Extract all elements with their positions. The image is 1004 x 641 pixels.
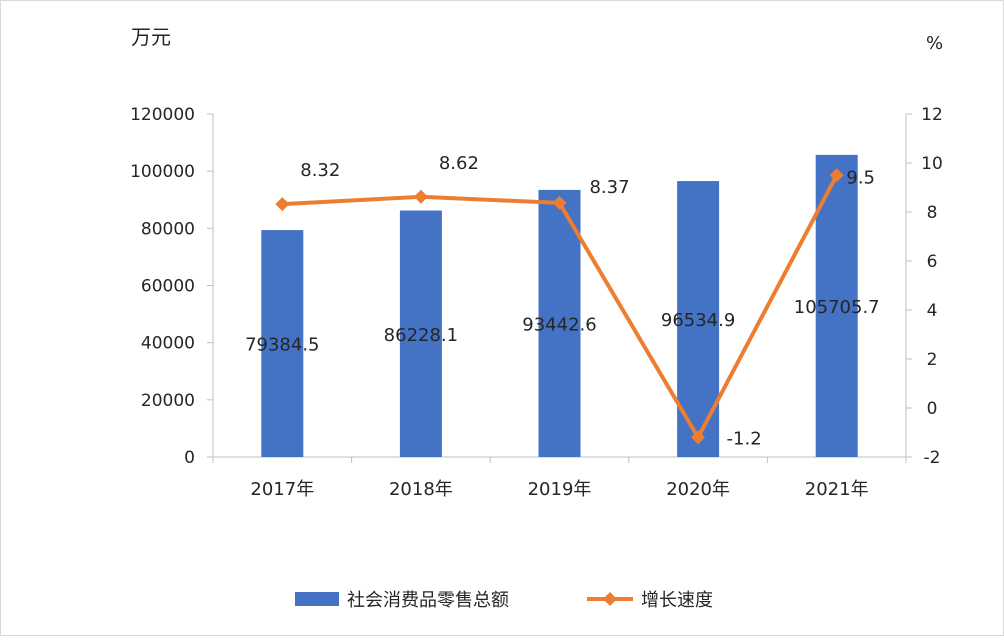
x-axis-category-label: 2017年 <box>250 479 314 500</box>
x-axis-category-label: 2018年 <box>389 479 453 500</box>
left-axis-tick-label: 40000 <box>141 334 195 354</box>
line-point <box>275 197 290 212</box>
left-axis-unit: 万元 <box>131 25 171 49</box>
legend-swatch-bar <box>295 592 339 606</box>
line-data-label: 8.32 <box>300 160 340 181</box>
line-point <box>552 195 567 210</box>
left-axis-tick-label: 100000 <box>130 162 195 182</box>
left-axis-tick-label: 20000 <box>141 391 195 411</box>
right-axis-tick-label: 4 <box>927 301 938 321</box>
bar-data-label: 79384.5 <box>245 335 319 356</box>
line-data-label: -1.2 <box>727 428 762 449</box>
right-axis-unit: % <box>926 33 943 54</box>
legend-label: 社会消费品零售总额 <box>347 590 509 611</box>
left-axis-tick-label: 120000 <box>130 105 195 125</box>
left-axis-tick-label: 60000 <box>141 277 195 297</box>
x-axis-category-label: 2021年 <box>805 479 869 500</box>
right-axis-tick-label: 10 <box>921 154 943 174</box>
line-data-label: 8.37 <box>589 177 629 198</box>
x-axis-category-label: 2020年 <box>666 479 730 500</box>
bar <box>538 189 581 457</box>
left-axis-tick-label: 80000 <box>141 219 195 239</box>
bar-data-label: 96534.9 <box>661 310 735 331</box>
x-axis-category-label: 2019年 <box>528 479 592 500</box>
line-point <box>829 168 844 183</box>
legend-swatch-marker <box>603 592 617 606</box>
bar-data-label: 86228.1 <box>384 325 458 346</box>
line-point <box>413 189 428 204</box>
right-axis-tick-label: -2 <box>924 448 941 468</box>
right-axis-tick-label: 0 <box>927 399 938 419</box>
right-axis-tick-label: 6 <box>927 252 938 272</box>
line-data-label: 9.5 <box>846 167 875 188</box>
legend-label: 增长速度 <box>641 590 713 611</box>
right-axis-tick-label: 8 <box>927 203 938 223</box>
bar-data-label: 93442.6 <box>522 314 596 335</box>
line-data-label: 8.62 <box>439 153 479 174</box>
right-axis-tick-label: 12 <box>921 105 943 125</box>
bar <box>399 210 442 457</box>
right-axis-tick-label: 2 <box>927 350 938 370</box>
bar-data-label: 105705.7 <box>794 297 880 318</box>
left-axis-tick-label: 0 <box>184 448 195 468</box>
bar <box>261 230 304 457</box>
line-point <box>691 430 706 445</box>
